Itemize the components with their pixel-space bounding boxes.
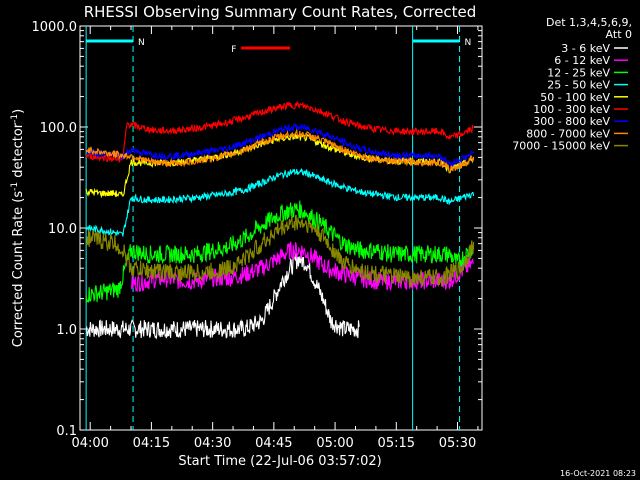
- x-tick-label: 04:00: [71, 436, 108, 451]
- x-tick-label: 05:00: [316, 436, 353, 451]
- series-line: [85, 123, 475, 168]
- legend-entry-label: 3 - 6 keV: [561, 42, 610, 55]
- legend-header: Det 1,3,4,5,6,9,Att 0: [546, 16, 632, 41]
- flag-label: N: [465, 38, 472, 48]
- y-tick-label: 1000.0: [32, 20, 78, 35]
- plot-area: N NF: [79, 25, 483, 431]
- footer-timestamp: 16-Oct-2021 08:23: [560, 469, 636, 478]
- series-line: [85, 214, 475, 288]
- legend-entry-label: 25 - 50 keV: [547, 79, 610, 92]
- x-tick-label: 05:30: [439, 436, 476, 451]
- y-axis-label: Corrected Count Rate (s-1 detector-1): [10, 109, 26, 347]
- flag-label: F: [231, 45, 236, 55]
- y-tick-label: 100.0: [40, 121, 77, 136]
- legend-entry-label: 12 - 25 keV: [547, 66, 610, 79]
- legend-header-line: Det 1,3,4,5,6,9,: [546, 16, 632, 29]
- legend-entry-label: 100 - 300 keV: [533, 103, 610, 116]
- series-line: [85, 128, 475, 174]
- y-tick-label: 1.0: [56, 323, 77, 338]
- legend-entry-label: 50 - 100 keV: [540, 91, 610, 104]
- flag-label: N: [138, 38, 145, 48]
- series-line: [131, 241, 474, 293]
- series-line: [85, 200, 475, 304]
- series-line: [85, 251, 360, 340]
- x-axis-label: Start Time (22-Jul-06 03:57:02): [178, 454, 381, 469]
- legend-entry-label: 7000 - 15000 keV: [512, 140, 610, 153]
- x-tick-label: 04:15: [133, 436, 170, 451]
- series-line: [85, 167, 475, 237]
- y-tick-label: 10.0: [48, 222, 77, 237]
- x-tick-label: 04:45: [255, 436, 292, 451]
- series-line: [85, 100, 475, 164]
- legend-entry-label: 300 - 800 keV: [533, 115, 610, 128]
- x-tick-label: 05:15: [378, 436, 415, 451]
- x-tick-label: 04:30: [194, 436, 231, 451]
- y-tick-label: 0.1: [56, 424, 77, 439]
- chart-title: RHESSI Observing Summary Count Rates, Co…: [84, 3, 477, 21]
- legend-header-line: Att 0: [606, 28, 632, 41]
- legend-entry-label: 800 - 7000 keV: [526, 127, 610, 140]
- legend-entry-label: 6 - 12 keV: [554, 54, 610, 67]
- svg-text:Corrected Count Rate (s-1 dete: Corrected Count Rate (s-1 detector-1): [10, 109, 26, 347]
